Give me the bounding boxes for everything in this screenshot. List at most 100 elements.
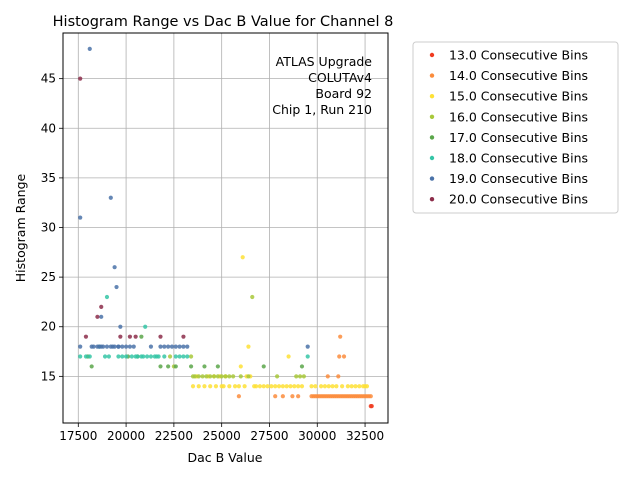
data-point bbox=[345, 384, 350, 389]
annotation-line: Board 92 bbox=[315, 86, 372, 101]
data-point bbox=[104, 344, 110, 349]
data-point bbox=[299, 384, 305, 389]
data-point bbox=[129, 354, 134, 359]
data-point bbox=[181, 344, 186, 349]
series-points bbox=[167, 294, 306, 379]
data-point bbox=[177, 344, 182, 349]
data-point bbox=[246, 374, 251, 379]
data-point bbox=[99, 314, 104, 319]
data-point bbox=[116, 354, 121, 359]
data-point bbox=[167, 354, 173, 359]
data-point bbox=[166, 364, 171, 369]
legend-entry: 15.0 Consecutive Bins bbox=[449, 89, 588, 104]
legend-frame bbox=[412, 41, 619, 214]
y-tick-label: 30 bbox=[41, 221, 56, 235]
data-point bbox=[286, 354, 291, 359]
data-point bbox=[87, 354, 92, 359]
data-point bbox=[341, 394, 347, 399]
data-point bbox=[118, 334, 123, 339]
data-point bbox=[185, 344, 190, 349]
chart-title: Histogram Range vs Dac B Value for Chann… bbox=[53, 14, 394, 30]
data-point bbox=[261, 384, 266, 389]
data-point bbox=[99, 304, 104, 309]
data-point bbox=[133, 354, 138, 359]
x-tick-label: 20000 bbox=[107, 429, 145, 443]
data-point bbox=[325, 374, 330, 379]
series-points bbox=[368, 404, 374, 409]
data-point bbox=[227, 384, 232, 389]
data-point bbox=[215, 374, 220, 379]
legend-marker bbox=[429, 114, 435, 120]
data-point bbox=[338, 334, 343, 339]
data-point bbox=[236, 384, 241, 389]
data-point bbox=[208, 374, 213, 379]
legend-entry: 14.0 Consecutive Bins bbox=[449, 68, 588, 83]
data-point bbox=[181, 334, 186, 339]
data-point bbox=[131, 344, 136, 349]
annotation-box: ATLAS Upgrade COLUTAv4 Board 92 Chip 1, … bbox=[272, 54, 372, 117]
data-point bbox=[305, 354, 310, 359]
series-points bbox=[78, 76, 186, 339]
legend-marker bbox=[429, 73, 435, 78]
data-point bbox=[353, 384, 358, 389]
annotation-line: Chip 1, Run 210 bbox=[272, 102, 372, 117]
data-point bbox=[158, 334, 163, 339]
data-point bbox=[204, 374, 209, 379]
x-tick-label: 22500 bbox=[155, 429, 193, 443]
data-point bbox=[148, 354, 154, 359]
data-point bbox=[162, 354, 167, 359]
y-axis-ticks: 15 20 25 30 35 40 45 bbox=[41, 72, 63, 383]
data-point bbox=[158, 344, 163, 349]
data-point bbox=[313, 384, 318, 389]
data-point bbox=[173, 364, 178, 369]
data-point bbox=[253, 384, 259, 389]
data-point bbox=[173, 344, 178, 349]
data-point bbox=[232, 384, 238, 389]
data-point bbox=[112, 344, 117, 349]
data-point bbox=[215, 364, 220, 369]
data-point bbox=[292, 384, 297, 389]
data-points bbox=[78, 46, 374, 409]
legend-marker bbox=[429, 176, 435, 181]
data-point bbox=[299, 364, 305, 369]
y-tick-label: 45 bbox=[41, 72, 56, 86]
plot-frame bbox=[62, 32, 389, 424]
data-point bbox=[116, 344, 121, 349]
data-point bbox=[173, 354, 178, 359]
data-point bbox=[238, 374, 243, 379]
grid bbox=[63, 33, 388, 423]
data-point bbox=[227, 374, 232, 379]
data-point bbox=[196, 374, 201, 379]
data-point bbox=[257, 384, 263, 389]
data-point bbox=[123, 344, 129, 349]
data-point bbox=[349, 384, 354, 389]
legend: 13.0 Consecutive Bins 14.0 Consecutive Bi… bbox=[412, 41, 619, 214]
data-point bbox=[118, 324, 123, 329]
data-point bbox=[246, 344, 251, 349]
data-point bbox=[338, 394, 343, 399]
data-point bbox=[357, 384, 362, 389]
data-point bbox=[242, 384, 247, 389]
data-point bbox=[326, 384, 331, 389]
data-point bbox=[120, 344, 125, 349]
y-tick-label: 20 bbox=[41, 320, 56, 334]
data-point bbox=[223, 374, 228, 379]
data-point bbox=[162, 344, 167, 349]
data-point bbox=[269, 384, 274, 389]
data-point bbox=[301, 374, 306, 379]
data-point bbox=[145, 354, 150, 359]
x-axis-label: Dac B Value bbox=[187, 450, 262, 465]
data-point bbox=[208, 384, 213, 389]
data-point bbox=[190, 384, 196, 389]
annotation-line: COLUTAv4 bbox=[308, 70, 372, 85]
data-point bbox=[288, 384, 293, 389]
data-point bbox=[309, 384, 314, 389]
data-point bbox=[238, 364, 243, 369]
data-point bbox=[369, 404, 374, 409]
data-point bbox=[143, 324, 148, 329]
data-point bbox=[185, 354, 190, 359]
x-tick-label: 30000 bbox=[298, 429, 336, 443]
data-point bbox=[89, 364, 94, 369]
data-point bbox=[211, 374, 217, 379]
data-point bbox=[127, 344, 133, 349]
